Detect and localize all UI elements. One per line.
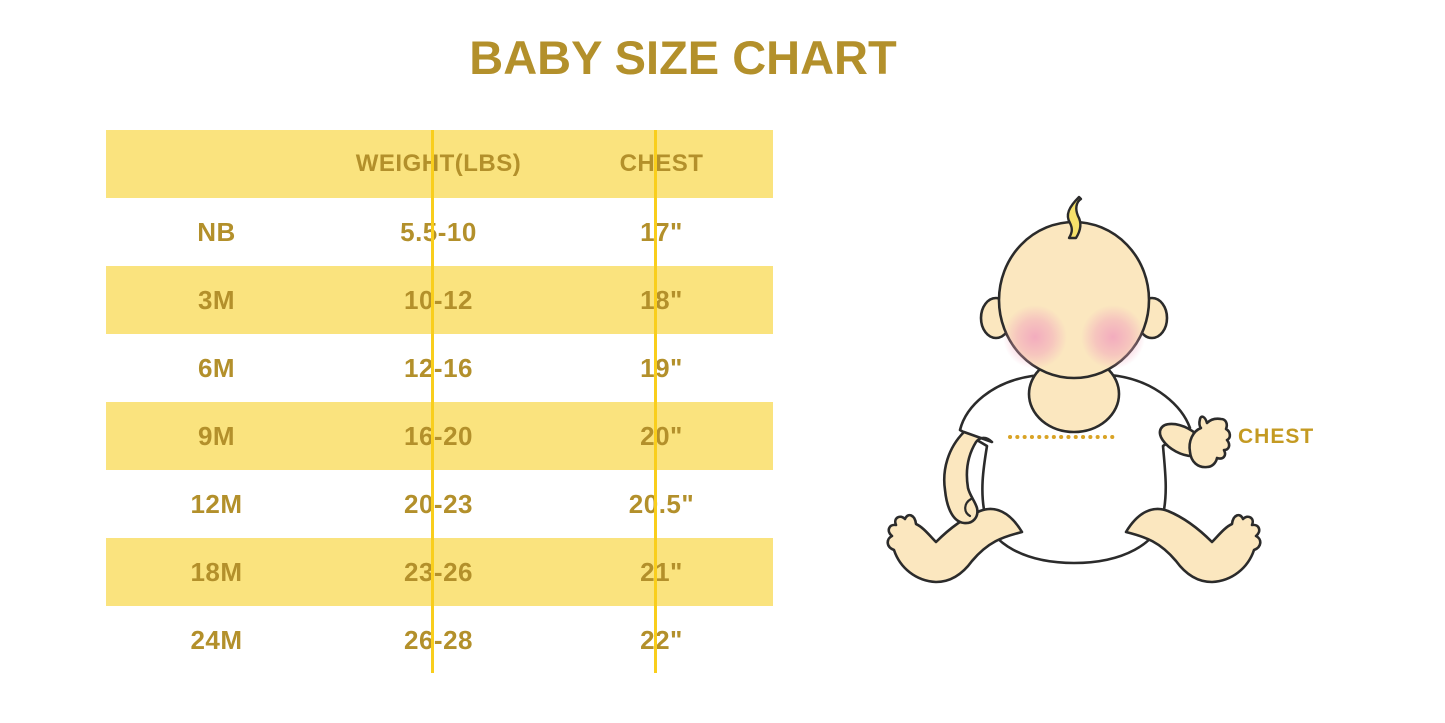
column-separator-line <box>654 130 657 673</box>
weight-cell: 5.5-10 <box>400 216 477 247</box>
table-row: 3M 10-12 18" <box>106 266 773 334</box>
chest-measure-label: CHEST <box>1238 425 1315 448</box>
chest-cell: 19" <box>640 352 683 383</box>
weight-cell: 26-28 <box>404 624 473 655</box>
baby-left-cheek <box>1003 305 1067 369</box>
chest-cell: 17" <box>640 216 683 247</box>
weight-cell: 10-12 <box>404 284 473 315</box>
chest-cell: 20.5" <box>628 488 695 519</box>
size-cell: 3M <box>197 284 236 315</box>
baby-left-leg <box>886 507 1024 584</box>
size-cell: 12M <box>190 488 243 519</box>
baby-right-leg <box>1124 507 1262 584</box>
page-title: BABY SIZE CHART <box>469 31 897 84</box>
baby-right-fist <box>1188 415 1232 469</box>
size-cell: NB <box>197 216 236 247</box>
size-cell: 9M <box>197 420 236 451</box>
chest-cell: 20" <box>640 420 683 451</box>
table-row: NB 5.5-10 17" <box>106 198 773 266</box>
header-chest-cell: CHEST <box>619 150 704 177</box>
weight-cell: 20-23 <box>404 488 473 519</box>
table-row: 12M 20-23 20.5" <box>106 470 773 538</box>
baby-hair-tuft <box>1066 195 1083 240</box>
chest-cell: 21" <box>640 556 683 587</box>
size-cell: 18M <box>190 556 243 587</box>
baby-right-cheek <box>1081 305 1145 369</box>
weight-cell: 16-20 <box>404 420 473 451</box>
size-table: WEIGHT(LBS) CHEST NB 5.5-10 17" 3M 10-12 18" 6… <box>106 130 773 674</box>
chest-cell: 18" <box>640 284 683 315</box>
table-row: 9M 16-20 20" <box>106 402 773 470</box>
baby-left-arm <box>943 430 994 525</box>
baby-left-hand-finger <box>964 497 973 518</box>
table-row: 24M 26-28 22" <box>106 606 773 674</box>
table-header-row: WEIGHT(LBS) CHEST <box>106 130 773 198</box>
weight-cell: 12-16 <box>404 352 473 383</box>
size-cell: 24M <box>190 624 243 655</box>
table-row: 18M 23-26 21" <box>106 538 773 606</box>
column-separator-line <box>431 130 434 673</box>
table-row: 6M 12-16 19" <box>106 334 773 402</box>
chest-cell: 22" <box>640 624 683 655</box>
baby-illustration <box>886 195 1262 584</box>
size-cell: 6M <box>197 352 236 383</box>
header-weight-cell: WEIGHT(LBS) <box>355 150 522 177</box>
weight-cell: 23-26 <box>404 556 473 587</box>
